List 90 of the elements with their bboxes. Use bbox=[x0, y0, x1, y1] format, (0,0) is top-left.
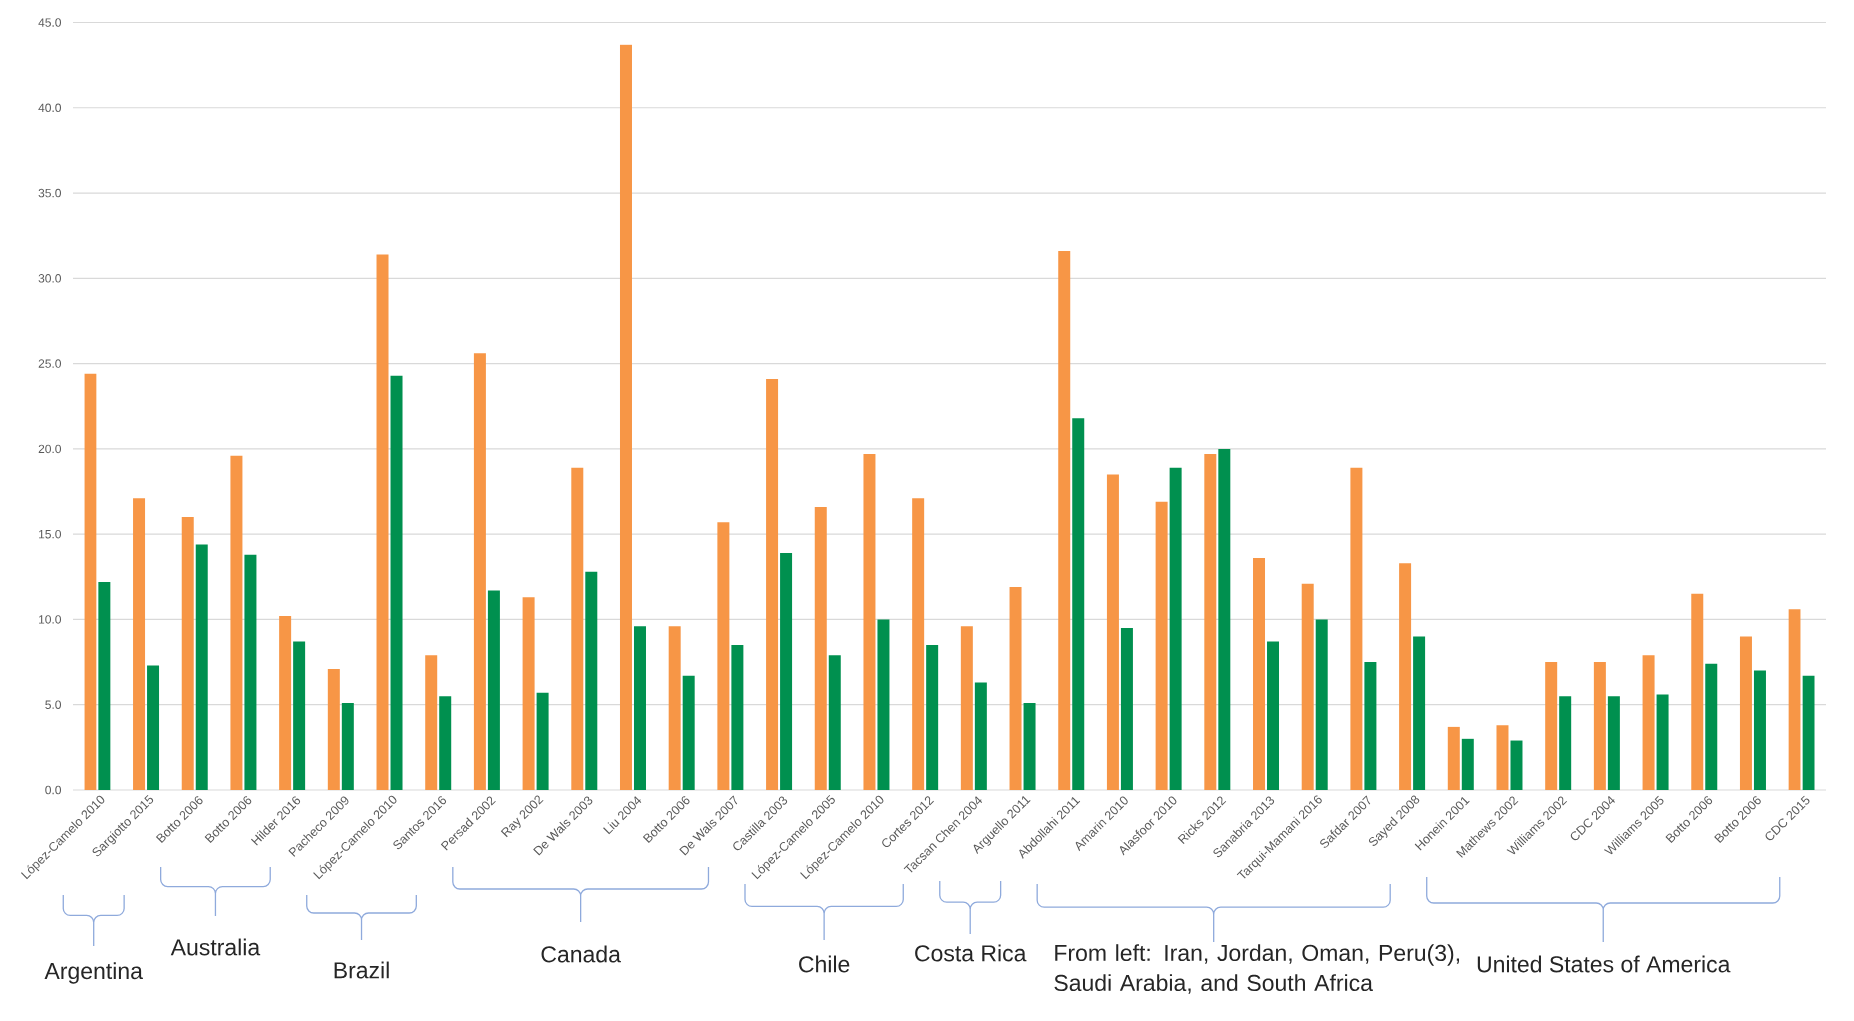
bar bbox=[731, 645, 744, 790]
bar bbox=[279, 616, 292, 790]
bar bbox=[1461, 738, 1474, 790]
bar bbox=[814, 506, 827, 790]
text: Costa Rica bbox=[915, 944, 1027, 962]
bar bbox=[487, 590, 500, 790]
bar bbox=[98, 581, 111, 790]
bar bbox=[1399, 563, 1412, 790]
bar bbox=[863, 454, 876, 790]
bar bbox=[633, 626, 646, 790]
bar bbox=[717, 522, 730, 790]
bar bbox=[133, 498, 146, 790]
bar bbox=[1753, 670, 1766, 790]
y-tick-label: 5.0 bbox=[45, 700, 62, 709]
bar bbox=[1705, 663, 1718, 790]
bar bbox=[1072, 418, 1085, 790]
bar bbox=[181, 517, 194, 790]
bar bbox=[1267, 641, 1280, 790]
bar bbox=[522, 597, 535, 790]
bar bbox=[1802, 675, 1815, 790]
y-tick-label: 20.0 bbox=[38, 444, 62, 454]
bar bbox=[1058, 251, 1071, 790]
text: Chile bbox=[799, 955, 850, 973]
bar bbox=[668, 626, 681, 790]
y-tick-label: 15.0 bbox=[39, 529, 62, 539]
bar bbox=[1447, 726, 1460, 790]
bar bbox=[244, 554, 257, 790]
bar bbox=[974, 682, 987, 790]
bar bbox=[390, 375, 403, 790]
bar bbox=[619, 44, 632, 790]
bar bbox=[1009, 587, 1022, 790]
bar bbox=[425, 655, 438, 790]
y-tick-label: 25.0 bbox=[38, 359, 62, 368]
y-tick-label: 0.0 bbox=[45, 785, 62, 795]
bar bbox=[1120, 627, 1133, 790]
bar bbox=[341, 703, 354, 790]
bar bbox=[912, 498, 925, 790]
bar bbox=[1510, 740, 1523, 790]
bar bbox=[536, 692, 549, 790]
bar bbox=[780, 552, 793, 790]
bar bbox=[1559, 696, 1572, 790]
bar bbox=[327, 668, 340, 790]
bar bbox=[1642, 655, 1655, 790]
bar bbox=[766, 378, 779, 790]
bar bbox=[439, 696, 452, 790]
bar bbox=[1106, 474, 1119, 790]
bar bbox=[1593, 662, 1606, 790]
bar bbox=[877, 619, 890, 790]
text: Argentina bbox=[44, 962, 143, 984]
bar bbox=[585, 571, 598, 790]
text: Brazil bbox=[334, 961, 389, 979]
bar bbox=[1496, 725, 1509, 790]
bar bbox=[1545, 662, 1558, 790]
y-tick-label: 35.0 bbox=[38, 188, 62, 198]
bar bbox=[1253, 558, 1266, 790]
bar bbox=[960, 626, 973, 790]
bar bbox=[828, 655, 841, 790]
y-tick-label: 40.0 bbox=[38, 103, 62, 113]
bar bbox=[1218, 448, 1231, 790]
bar bbox=[1023, 703, 1036, 790]
y-tick-label: 10.0 bbox=[39, 615, 62, 624]
text: United States of America bbox=[1477, 955, 1731, 973]
bar bbox=[147, 665, 160, 790]
bar bbox=[1413, 636, 1426, 790]
bar bbox=[1301, 583, 1314, 790]
y-tick-label: 45.0 bbox=[38, 18, 62, 27]
bar bbox=[376, 254, 389, 790]
bar bbox=[1691, 593, 1704, 790]
text: Canada bbox=[541, 945, 621, 963]
text: From left: Iran, Jordan, Oman, Peru(3), Saudi Arabia, and South Africa bbox=[1054, 944, 1460, 994]
bar bbox=[1788, 609, 1801, 790]
bar bbox=[1350, 467, 1363, 790]
bar bbox=[571, 467, 584, 790]
bar bbox=[926, 645, 939, 790]
bar bbox=[1607, 696, 1620, 790]
bar bbox=[1364, 662, 1377, 790]
bar bbox=[473, 353, 486, 790]
bar bbox=[682, 675, 695, 790]
bar bbox=[293, 641, 306, 790]
bar bbox=[1155, 501, 1168, 790]
bar bbox=[195, 544, 208, 790]
bar bbox=[230, 455, 243, 790]
bar bbox=[84, 373, 97, 790]
bar bbox=[1656, 694, 1669, 790]
text: Australia bbox=[170, 938, 261, 956]
bar bbox=[1315, 619, 1328, 790]
bar bbox=[1204, 454, 1217, 790]
bar bbox=[1739, 636, 1752, 790]
y-tick-label: 30.0 bbox=[38, 274, 62, 283]
bar bbox=[1169, 467, 1182, 790]
